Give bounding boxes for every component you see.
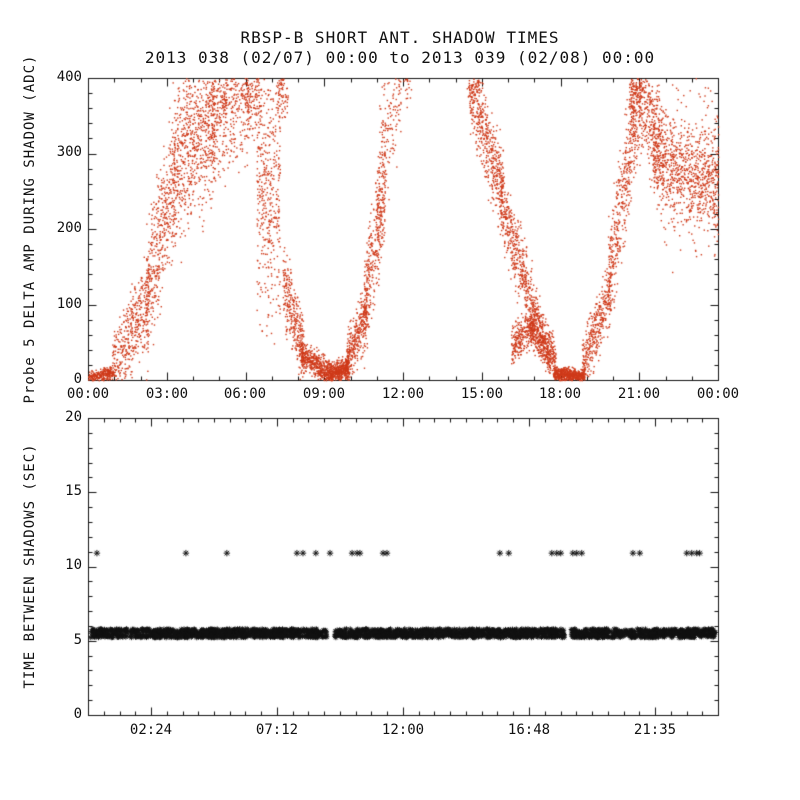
chart-title: RBSP-B SHORT ANT. SHADOW TIMES <box>240 28 560 47</box>
top-ytick-label: 200 <box>56 220 82 236</box>
top-ytick-label: 0 <box>73 371 82 387</box>
top-xtick-label: 06:00 <box>223 386 267 402</box>
bottom-xtick-label: 07:12 <box>255 722 299 738</box>
bottom-ytick-label: 15 <box>65 483 82 499</box>
top-ytick-label: 300 <box>56 144 82 160</box>
bottom-ytick-label: 0 <box>73 706 82 722</box>
top-xtick-label: 18:00 <box>538 386 582 402</box>
bottom-xtick-label: 16:48 <box>507 722 551 738</box>
top-ytick-label: 100 <box>56 296 82 312</box>
top-xtick-label: 00:00 <box>66 386 110 402</box>
chart-subtitle: 2013 038 (02/07) 00:00 to 2013 039 (02/0… <box>144 48 656 67</box>
top-xtick-label: 21:00 <box>617 386 661 402</box>
bottom-ytick-label: 5 <box>73 632 82 648</box>
bottom-xtick-label: 21:35 <box>633 722 677 738</box>
bottom-xtick-label: 02:24 <box>129 722 173 738</box>
bottom-ytick-label: 20 <box>65 409 82 425</box>
top-xtick-label: 12:00 <box>381 386 425 402</box>
bottom-xtick-label: 12:00 <box>381 722 425 738</box>
bottom-ytick-label: 10 <box>65 557 82 573</box>
top-ytick-label: 400 <box>56 69 82 85</box>
top-xtick-label: 09:00 <box>302 386 346 402</box>
top-xtick-label: 15:00 <box>460 386 504 402</box>
top-xtick-label: 03:00 <box>145 386 189 402</box>
top-xtick-label: 00:00 <box>696 386 740 402</box>
